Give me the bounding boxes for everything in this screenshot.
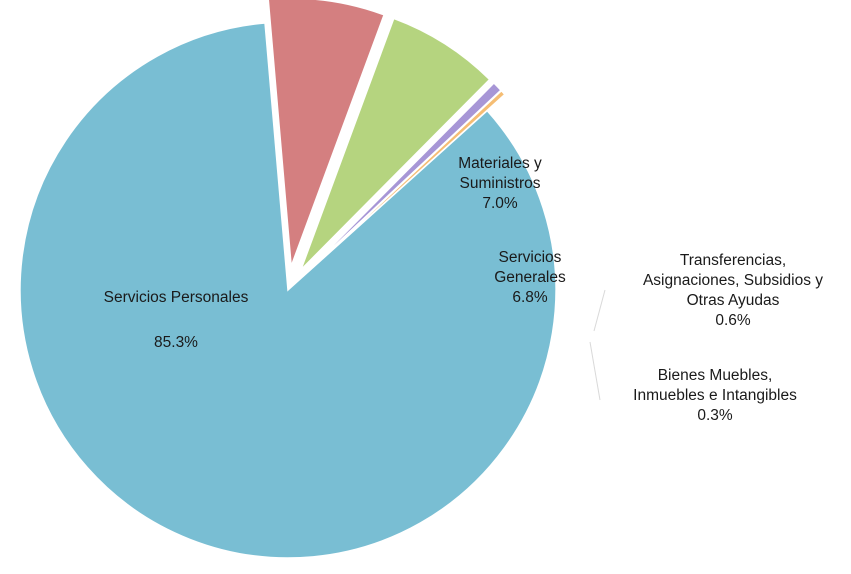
slice-label-1: Servicios Personales — [104, 289, 249, 306]
leader-line-4 — [593, 289, 606, 332]
slice-label-5: Bienes Muebles, Inmuebles e Intangibles 0.… — [633, 367, 797, 424]
pie-slice-1 — [19, 22, 557, 559]
pie-slice-5 — [305, 89, 506, 275]
pie-slices — [19, 0, 557, 559]
slice-percent-1: 85.3% — [154, 334, 198, 351]
slice-label-4: Transferencias, Asignaciones, Subsidios y… — [643, 252, 823, 329]
pie-slice-2 — [267, 0, 386, 267]
slice-label-2: Materiales y Suministros 7.0% — [458, 155, 542, 212]
leader-lines — [589, 289, 606, 401]
slice-label-3: Servicios Generales 6.8% — [494, 249, 566, 306]
leader-line-5 — [589, 341, 601, 401]
pie-slice-3 — [300, 17, 491, 271]
slice-labels: Servicios Personales 85.3% Materiales y Sum… — [104, 155, 824, 424]
